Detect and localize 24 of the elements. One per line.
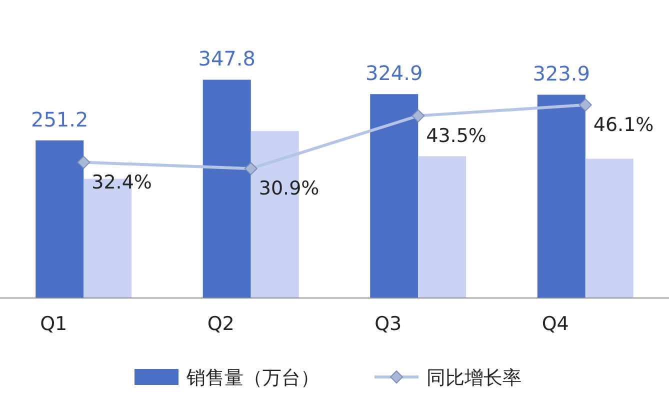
- data-label: 46.1%: [593, 114, 654, 136]
- bar: [537, 94, 586, 298]
- x-tick-label: Q2: [207, 313, 234, 335]
- bar: [418, 156, 466, 298]
- bar: [585, 158, 634, 298]
- bar: [36, 140, 84, 298]
- data-label: 43.5%: [426, 124, 486, 147]
- data-label: 347.8: [198, 46, 256, 71]
- x-tick-label: Q4: [542, 313, 569, 335]
- x-tick-label: Q1: [40, 313, 68, 335]
- point: [244, 162, 258, 176]
- bar: [202, 80, 251, 298]
- data-label: 30.9%: [258, 178, 320, 200]
- point: [578, 98, 592, 112]
- point: [412, 109, 425, 122]
- data-label: 32.4%: [92, 171, 152, 194]
- bar: [370, 94, 418, 298]
- data-label: 324.9: [365, 61, 423, 86]
- point: [77, 156, 90, 169]
- data-label: 251.2: [30, 107, 88, 132]
- x-tick-label: Q3: [374, 313, 402, 335]
- legend-label: 同比增长率: [426, 367, 522, 389]
- legend-label: 销售量（万台）: [186, 367, 320, 389]
- data-label: 323.9: [532, 62, 590, 86]
